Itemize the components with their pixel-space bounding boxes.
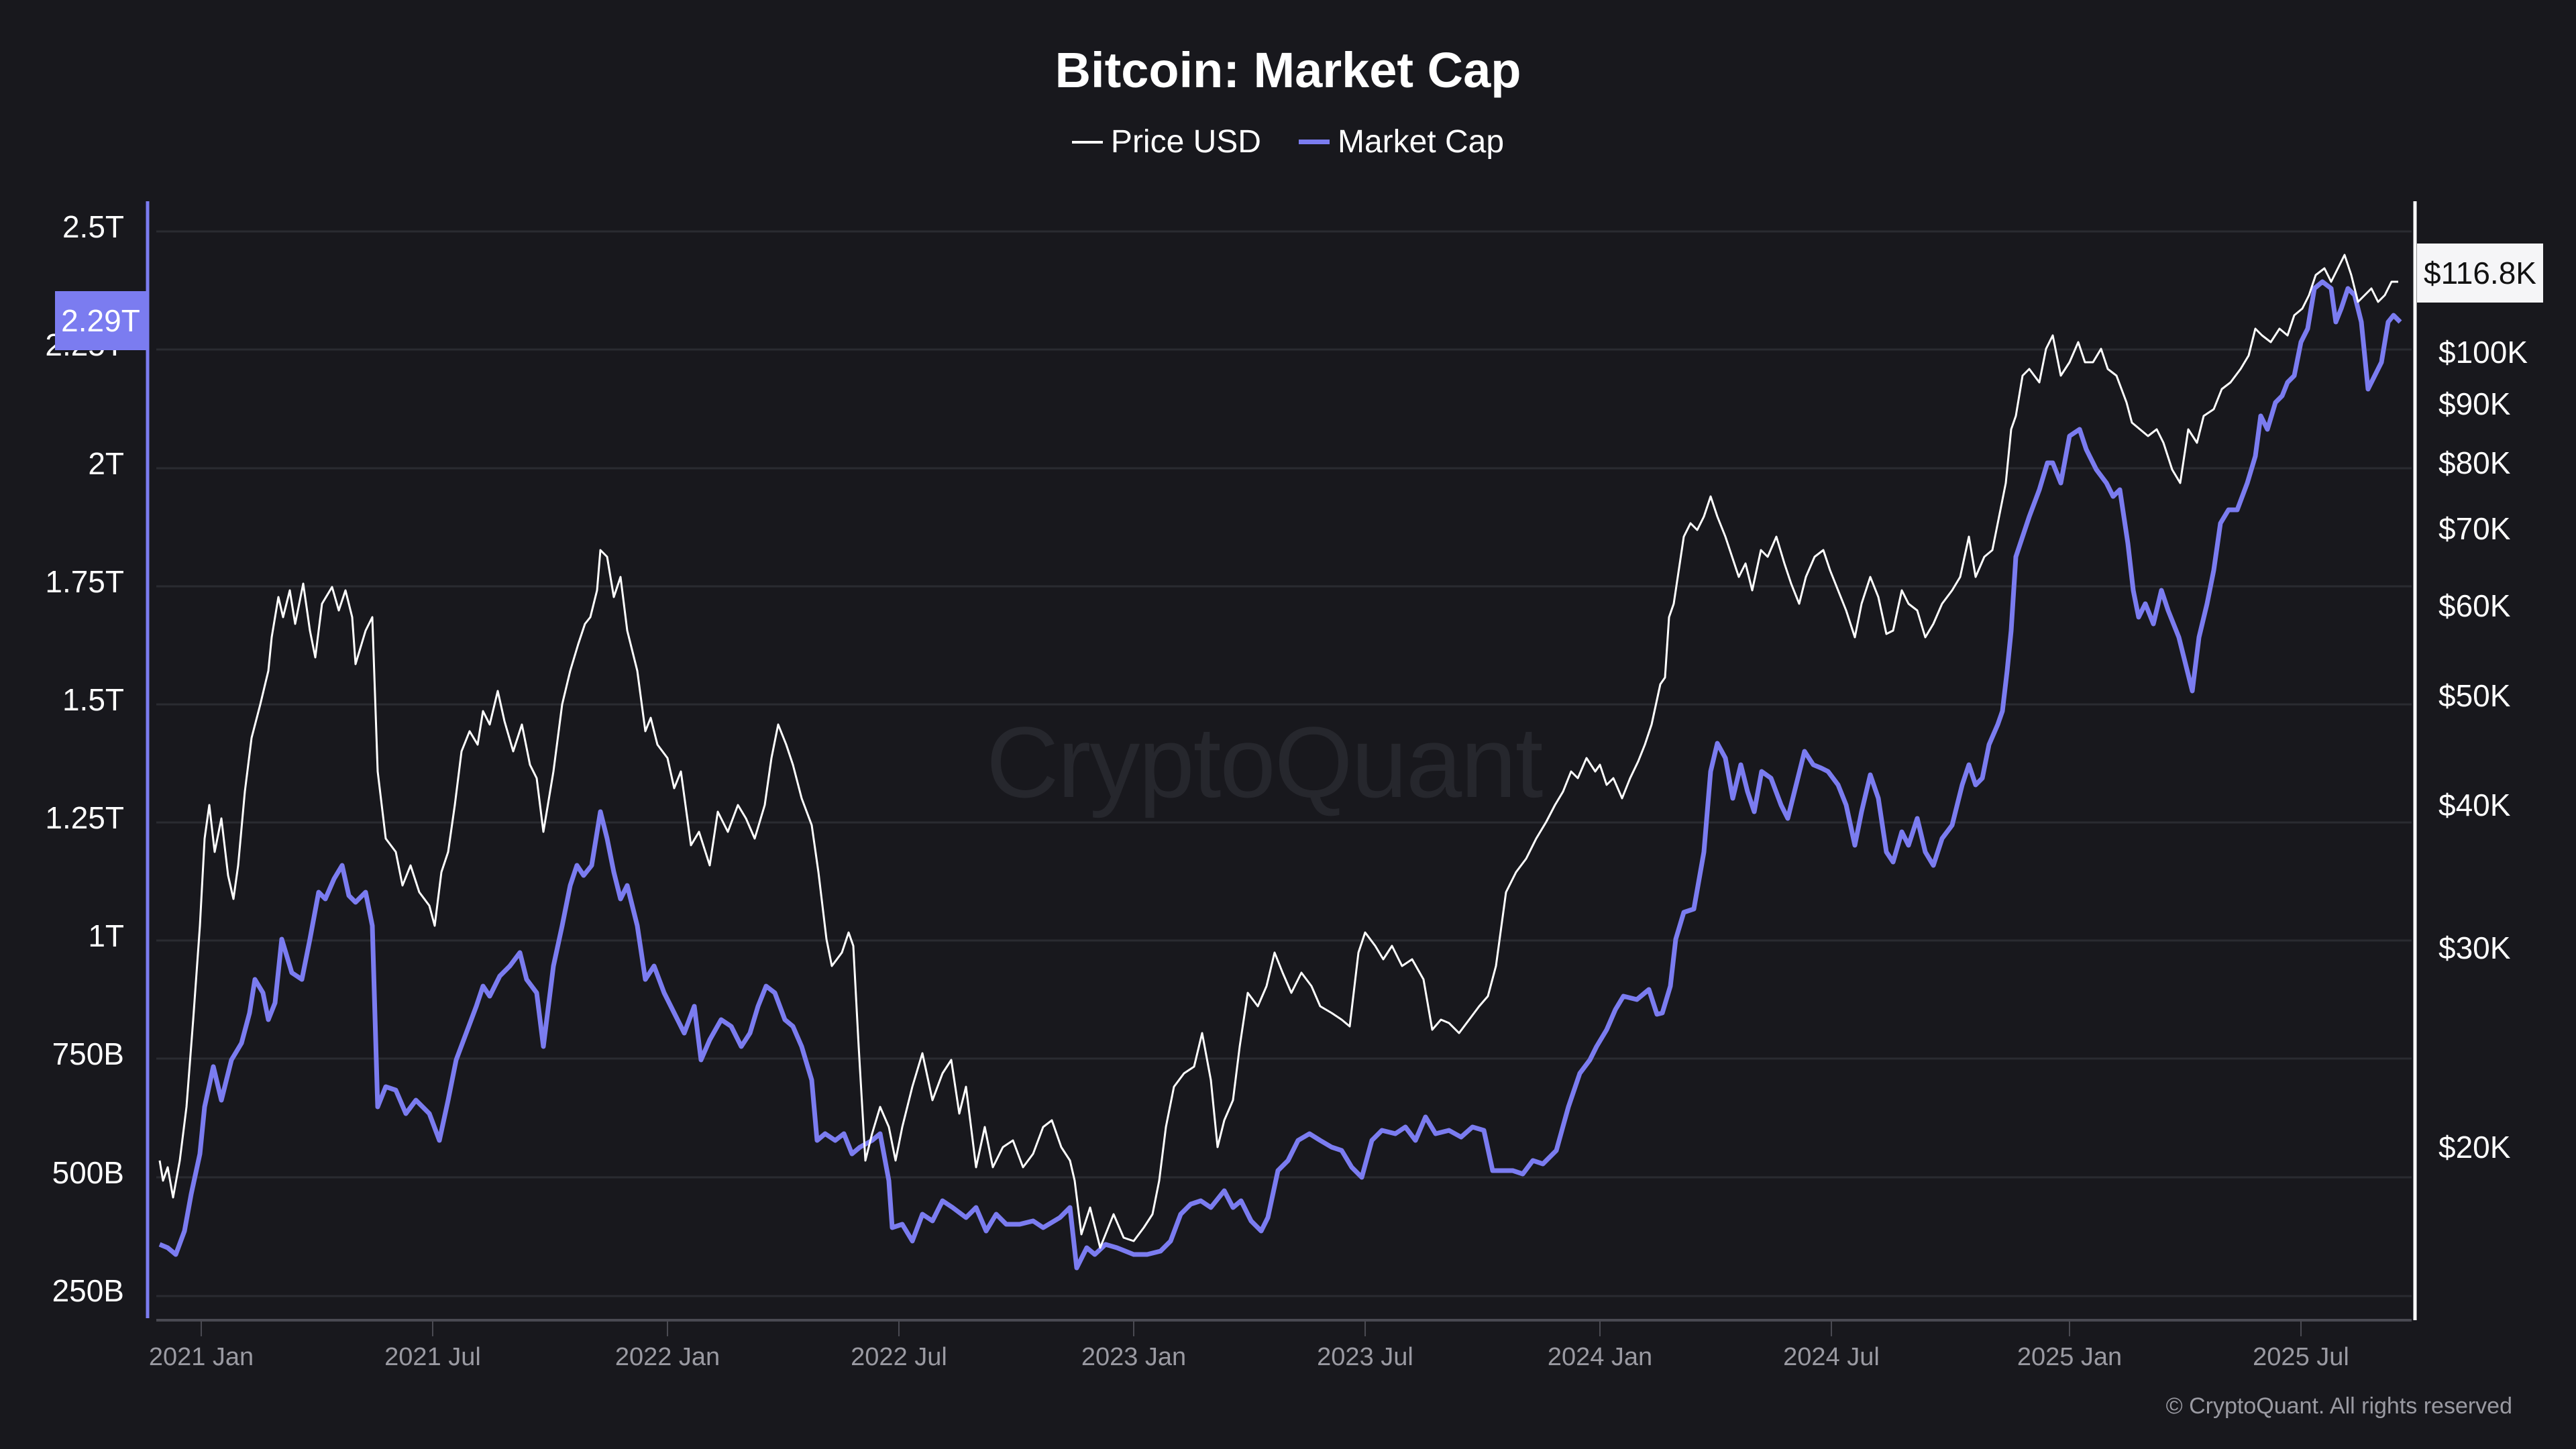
right-axis-tick: $70K	[2438, 511, 2511, 546]
x-axis-tick: 2023 Jul	[1317, 1343, 1413, 1371]
chart-title: Bitcoin: Market Cap	[1055, 42, 1521, 98]
legend-label-market-cap: Market Cap	[1337, 124, 1505, 160]
right-axis-tick: $80K	[2438, 445, 2511, 480]
x-axis-tick: 2024 Jul	[1783, 1343, 1880, 1371]
x-axis-tick: 2021 Jul	[384, 1343, 481, 1371]
x-axis-ticks	[201, 1320, 2302, 1336]
legend-item-market-cap[interactable]: Market Cap	[1298, 123, 1505, 160]
x-axis-tick: 2024 Jan	[1547, 1343, 1653, 1371]
right-axis-tick: $20K	[2438, 1130, 2511, 1165]
legend-swatch-price-icon	[1071, 140, 1103, 144]
legend-swatch-market-cap-icon	[1298, 140, 1330, 144]
left-axis-tick: 1.25T	[45, 800, 124, 835]
right-axis-tick: $50K	[2438, 678, 2511, 713]
left-axis-tick: 750B	[52, 1036, 124, 1071]
series-price-usd-line	[158, 254, 2398, 1249]
left-axis-tick: 500B	[52, 1155, 124, 1190]
x-axis-tick: 2025 Jul	[2253, 1343, 2349, 1371]
left-axis-tick: 2.5T	[62, 209, 124, 244]
copyright-notice: © CryptoQuant. All rights reserved	[2165, 1393, 2512, 1419]
right-axis-tick: $90K	[2438, 386, 2511, 421]
legend-label-price-usd: Price USD	[1110, 124, 1261, 160]
x-axis-tick: 2025 Jan	[2017, 1343, 2123, 1371]
series-market-cap-line	[158, 279, 2402, 1271]
watermark: CryptoQuant	[986, 706, 1543, 818]
grid-lines	[156, 230, 2412, 1297]
left-axis-tick: 2T	[88, 446, 124, 481]
right-axis-tick: $30K	[2438, 930, 2511, 965]
x-axis-tick: 2023 Jan	[1081, 1343, 1187, 1371]
x-axis-tick: 2022 Jul	[851, 1343, 947, 1371]
legend-item-price-usd[interactable]: Price USD	[1071, 123, 1261, 160]
left-axis-tick: 250B	[52, 1273, 124, 1308]
market-cap-current-value-badge: 2.29T	[55, 291, 146, 350]
left-axis-tick: 1.5T	[62, 682, 124, 717]
right-axis-tick: $100K	[2438, 335, 2528, 370]
legend: Price USD Market Cap	[0, 123, 2576, 160]
left-axis-tick: 1T	[88, 918, 124, 953]
right-axis-tick: $40K	[2438, 788, 2511, 822]
right-axis-tick: $60K	[2438, 588, 2511, 623]
price-current-value-badge: $116.8K	[2417, 244, 2543, 303]
x-axis-tick: 2022 Jan	[614, 1343, 720, 1371]
left-axis-tick: 1.75T	[45, 564, 124, 599]
x-axis-tick: 2021 Jan	[148, 1343, 254, 1371]
